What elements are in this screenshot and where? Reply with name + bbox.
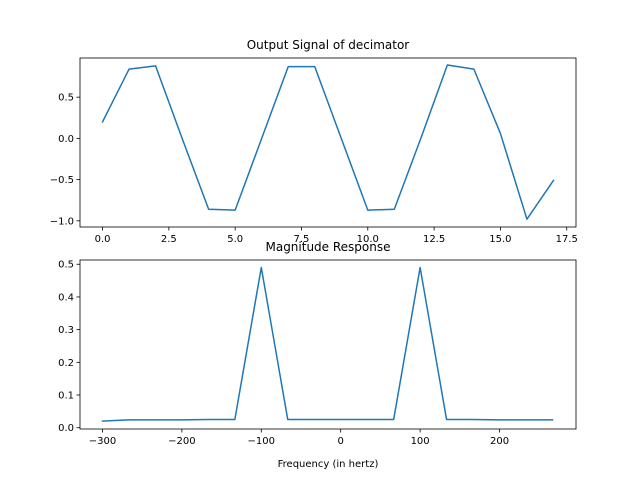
signal-plot-xtick-label: 7.5 bbox=[294, 234, 310, 245]
magnitude-plot-xtick-label: 200 bbox=[490, 436, 509, 447]
signal-plot-frame bbox=[79, 57, 577, 228]
magnitude-plot-xlabel: Frequency (in hertz) bbox=[278, 459, 379, 470]
magnitude-plot-ytick-label: 0.0 bbox=[58, 423, 74, 434]
signal-plot-lines bbox=[101, 64, 555, 220]
magnitude-plot-frame bbox=[79, 259, 577, 430]
signal-plot-ticks: 0.0 2.5 5.0 7.5 10.0 12.5 15.0 17.5 −1.0 −0.5 0.0 0… bbox=[50, 93, 578, 245]
signal-plot-xtick-label: 2.5 bbox=[161, 234, 177, 245]
signal-plot-xtick-label: 12.5 bbox=[423, 234, 445, 245]
magnitude-plot-series-line bbox=[101, 266, 554, 422]
magnitude-plot-xtick-label: 100 bbox=[411, 436, 430, 447]
magnitude-plot-ytick-label: 0.2 bbox=[58, 358, 74, 369]
signal-plot-panel: Output Signal of decimator 0.0 2.5 5.0 7.5 1… bbox=[50, 38, 578, 245]
magnitude-plot-ytick-label: 0.3 bbox=[58, 325, 74, 336]
signal-plot-ytick-label: 0.5 bbox=[58, 93, 74, 104]
magnitude-plot-panel: Magnitude Response −300 −200 −100 0 100 200 0.… bbox=[58, 240, 577, 470]
signal-plot-ytick-label: −0.5 bbox=[50, 175, 74, 186]
magnitude-plot-xtick-label: −200 bbox=[168, 436, 195, 447]
signal-plot-xtick-label: 5.0 bbox=[227, 234, 243, 245]
magnitude-plot-lines bbox=[101, 266, 554, 422]
magnitude-plot-title: Magnitude Response bbox=[265, 240, 390, 254]
magnitude-plot-ytick-label: 0.1 bbox=[58, 391, 74, 402]
magnitude-plot-ticks: −300 −200 −100 0 100 200 0.0 0.1 0.2 0.3 0.4 0.5 bbox=[58, 260, 509, 447]
signal-plot-ytick-label: −1.0 bbox=[50, 216, 74, 227]
signal-plot-ytick-label: 0.0 bbox=[58, 134, 74, 145]
signal-plot-xtick-label: 15.0 bbox=[489, 234, 511, 245]
magnitude-plot-ytick-label: 0.4 bbox=[58, 292, 74, 303]
signal-plot-xtick-label: 10.0 bbox=[357, 234, 379, 245]
magnitude-plot-xtick-label: −100 bbox=[248, 436, 275, 447]
signal-plot-xtick-label: 17.5 bbox=[556, 234, 578, 245]
signal-plot-title: Output Signal of decimator bbox=[247, 38, 410, 52]
signal-plot-series-line bbox=[101, 64, 555, 220]
magnitude-plot-xtick-label: 0 bbox=[338, 436, 344, 447]
signal-plot-xtick-label: 0.0 bbox=[95, 234, 111, 245]
magnitude-plot-ytick-label: 0.5 bbox=[58, 260, 74, 271]
magnitude-plot-xtick-label: −300 bbox=[89, 436, 116, 447]
